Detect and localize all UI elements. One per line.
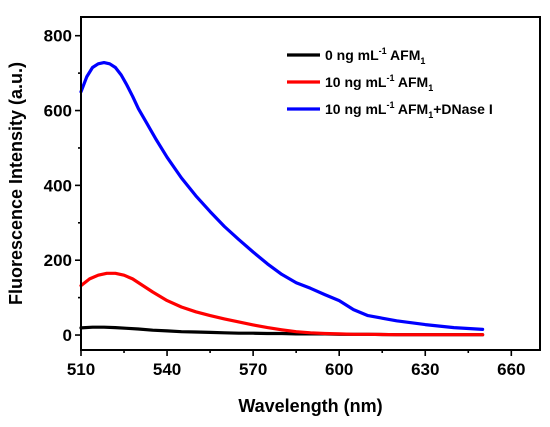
- x-tick-label: 630: [411, 360, 439, 379]
- plot-frame: [80, 16, 541, 351]
- y-tick-label: 800: [44, 27, 72, 46]
- y-axis-ticks: 0 200 400 600 800: [44, 27, 81, 345]
- series-line-2: [79, 271, 485, 337]
- y-tick-label: 0: [63, 326, 72, 345]
- x-tick-label: 600: [325, 360, 353, 379]
- legend: 0 ng mL-1 AFM1 10 ng mL-1 AFM1 10 ng mL-1 …: [287, 46, 493, 120]
- x-tick-label: 540: [153, 360, 181, 379]
- y-tick-label: 200: [44, 251, 72, 270]
- legend-label-2: 10 ng mL-1 AFM1: [325, 73, 433, 93]
- series-line-3: [79, 60, 485, 331]
- x-tick-label: 660: [497, 360, 525, 379]
- y-axis-title: Fluorescence Intensity (a.u.): [6, 62, 26, 305]
- y-tick-label: 400: [44, 176, 72, 195]
- legend-label-3: 10 ng mL-1 AFM1+DNase I: [325, 100, 493, 120]
- x-axis-ticks: 510 540 570 600 630 660: [67, 350, 526, 379]
- y-tick-label: 600: [44, 102, 72, 121]
- x-axis-title: Wavelength (nm): [238, 396, 382, 416]
- legend-label-1: 0 ng mL-1 AFM1: [325, 46, 425, 66]
- x-tick-label: 510: [67, 360, 95, 379]
- x-tick-label: 570: [239, 360, 267, 379]
- series-lines: [79, 60, 485, 337]
